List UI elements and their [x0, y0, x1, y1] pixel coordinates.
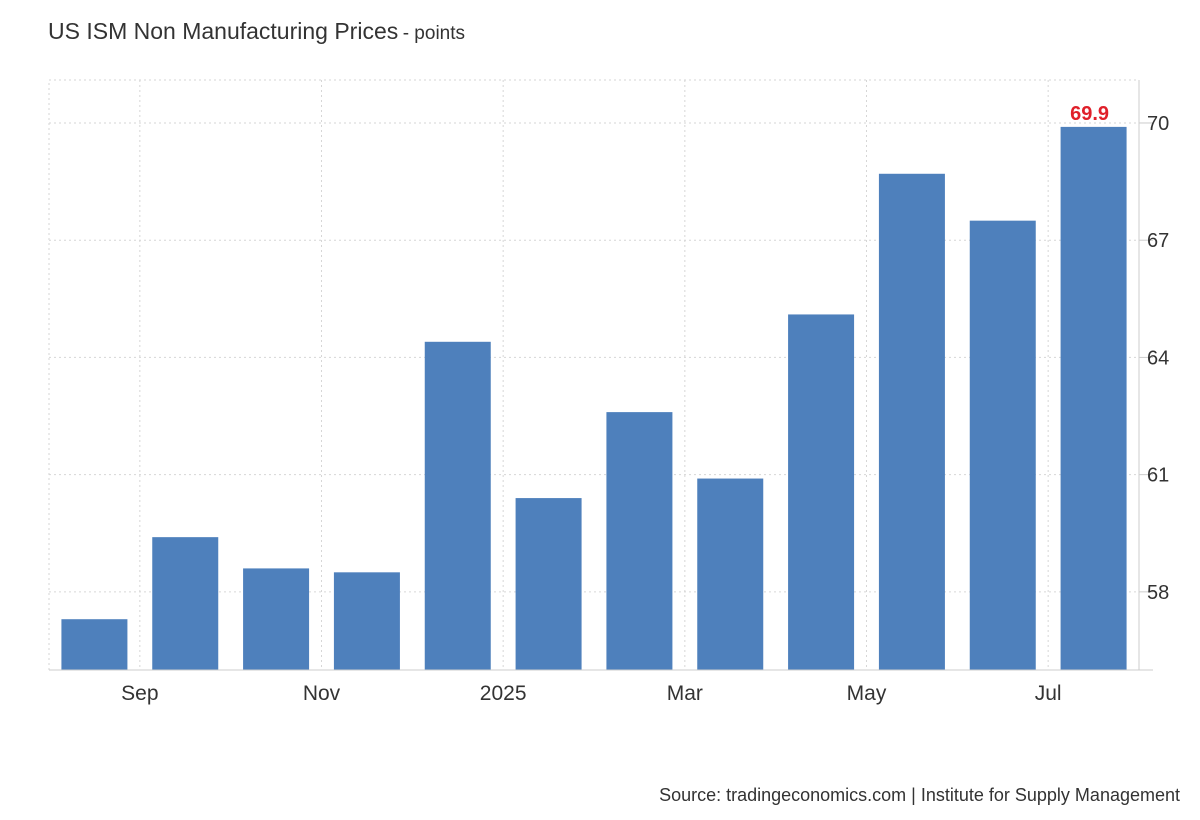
- y-tick-label-58: 58: [1147, 582, 1169, 604]
- chart-title-row: US ISM Non Manufacturing Prices - points: [48, 18, 465, 45]
- chart-title: US ISM Non Manufacturing Prices: [48, 18, 399, 44]
- y-tick-label-64: 64: [1147, 347, 1169, 369]
- bar-jan-2025: [515, 498, 582, 670]
- y-tick-label-67: 67: [1147, 230, 1169, 252]
- bar-oct-2024: [243, 568, 310, 670]
- y-tick-label-61: 61: [1147, 465, 1169, 487]
- source-credit: Source: tradingeconomics.com | Institute…: [659, 785, 1180, 805]
- bar-apr-2025: [788, 314, 855, 670]
- bar-nov-2024: [333, 572, 400, 670]
- bar-jul-2025: [1060, 126, 1127, 670]
- x-tick-label-Jul: Jul: [1035, 682, 1062, 705]
- bar-feb-2025: [606, 412, 673, 670]
- bar-aug-2024: [61, 619, 128, 670]
- x-tick-label-May: May: [847, 682, 887, 705]
- bar-mar-2025: [697, 478, 764, 670]
- x-tick-label-2025: 2025: [480, 682, 527, 705]
- bar-sep-2024: [152, 537, 219, 670]
- value-annotation: 69.9: [1070, 103, 1109, 125]
- bar-dec-2024: [424, 341, 491, 670]
- bar-jun-2025: [969, 220, 1036, 671]
- bar-may-2025: [878, 173, 945, 670]
- x-tick-label-Nov: Nov: [303, 682, 341, 705]
- x-tick-label-Mar: Mar: [667, 682, 703, 705]
- chart-subtitle: - points: [402, 23, 466, 44]
- x-tick-label-Sep: Sep: [121, 682, 158, 705]
- bar-chart: 58 61 64 67 70 Sep Nov 2025 Mar May Jul 69.9: [48, 79, 1169, 705]
- y-tick-label-70: 70: [1147, 113, 1169, 135]
